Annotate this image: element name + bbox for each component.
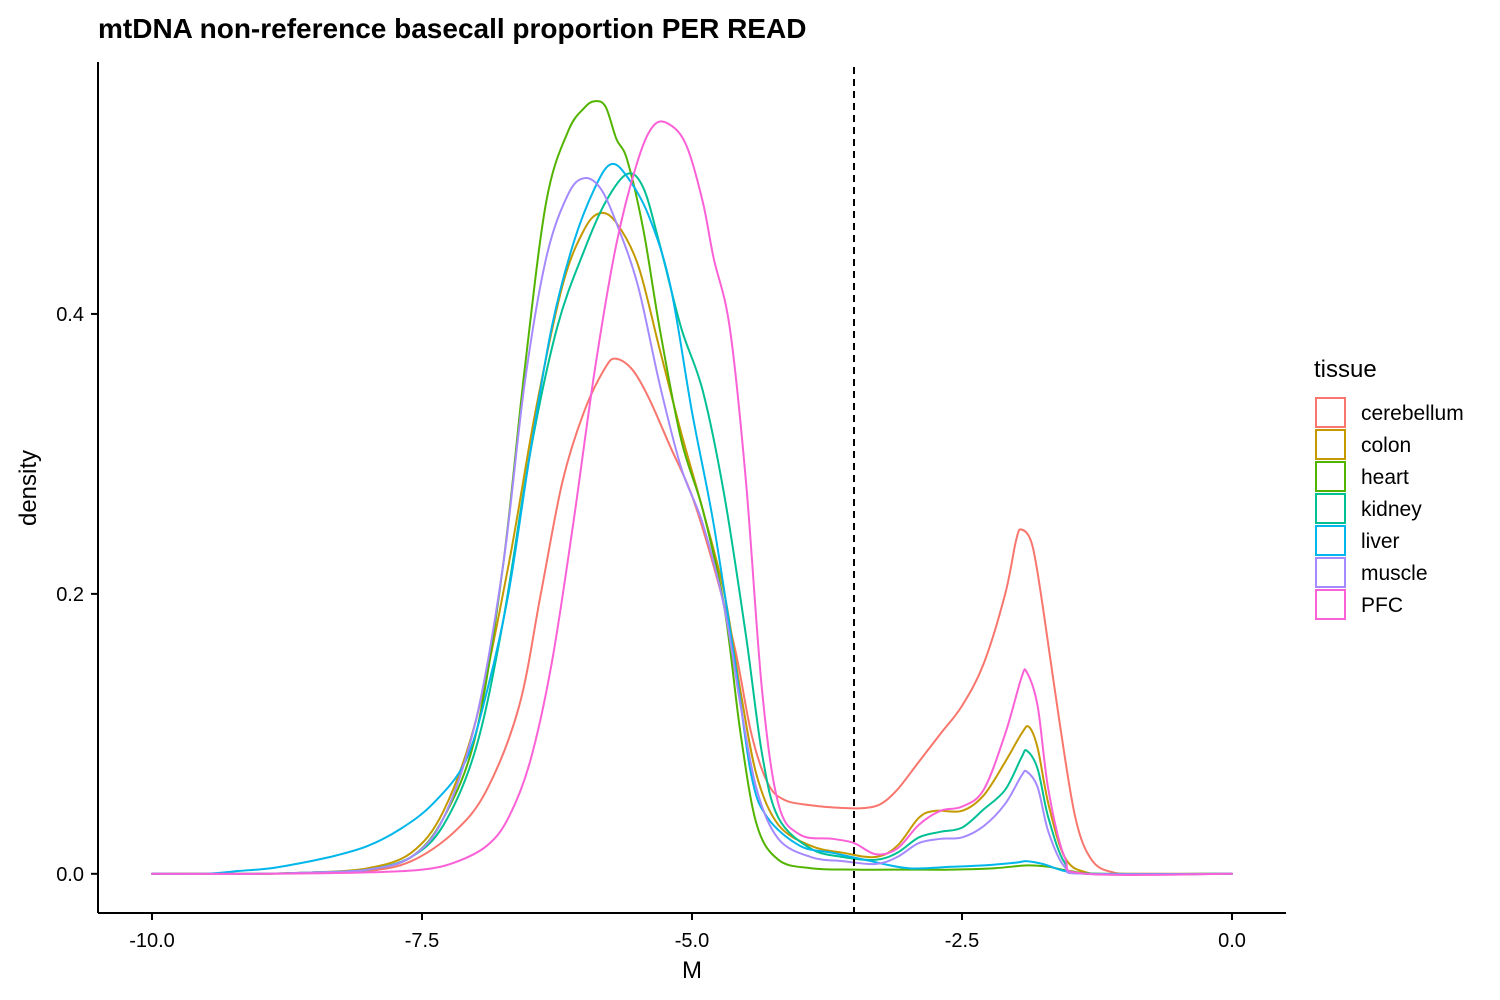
legend-key-colon	[1315, 429, 1346, 460]
y-tick-label: 0.4	[56, 304, 84, 326]
legend-title: tissue	[1314, 356, 1377, 383]
x-axis-ticks: -10.0 -7.5 -5.0 -2.5 0.0	[129, 913, 1246, 952]
legend-items: cerebellum colon heart kidney liver muscle PFC	[1315, 397, 1464, 620]
legend-key-muscle	[1315, 557, 1346, 588]
legend-key-pfc	[1315, 589, 1346, 620]
legend-label-muscle: muscle	[1361, 562, 1428, 585]
legend-key-cerebellum	[1315, 397, 1346, 428]
x-tick-label: -5.0	[675, 930, 709, 952]
y-axis-label: density	[15, 450, 42, 526]
legend-key-liver	[1315, 525, 1346, 556]
legend-label-kidney: kidney	[1361, 498, 1422, 521]
series-line-colon	[151, 211, 1233, 876]
series-line-muscle	[151, 176, 1233, 876]
plot-area	[151, 67, 1233, 913]
legend: tissue cerebellum colon heart kidney liver mu…	[1314, 356, 1464, 620]
legend-label-liver: liver	[1361, 530, 1400, 553]
series-line-kidney	[151, 172, 1233, 876]
legend-key-kidney	[1315, 493, 1346, 524]
series-line-liver	[151, 162, 1233, 876]
series-line-heart	[151, 100, 1233, 876]
x-tick-label: 0.0	[1218, 930, 1246, 952]
y-tick-label: 0.2	[56, 584, 84, 606]
legend-label-pfc: PFC	[1361, 594, 1403, 617]
series-line-cerebellum	[151, 357, 1233, 875]
legend-label-heart: heart	[1361, 466, 1409, 489]
x-axis-label: M	[682, 957, 702, 984]
series-line-pfc	[151, 120, 1233, 877]
x-tick-label: -10.0	[129, 930, 175, 952]
y-tick-label: 0.0	[56, 864, 84, 886]
legend-key-heart	[1315, 461, 1346, 492]
legend-label-cerebellum: cerebellum	[1361, 402, 1464, 425]
y-axis-ticks: 0.0 0.2 0.4	[56, 304, 98, 886]
x-tick-label: -7.5	[405, 930, 439, 952]
legend-label-colon: colon	[1361, 434, 1411, 457]
chart-title: mtDNA non-reference basecall proportion …	[98, 13, 806, 44]
x-tick-label: -2.5	[945, 930, 979, 952]
